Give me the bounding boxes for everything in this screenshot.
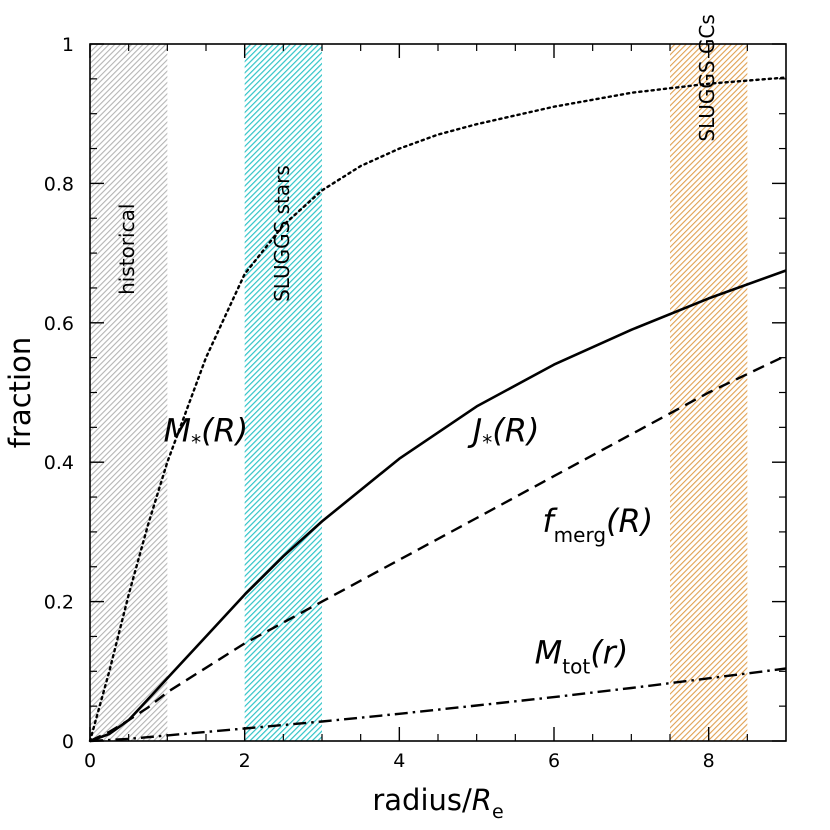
- x-tick-label: 4: [393, 750, 405, 772]
- curve-fmerg: [89, 354, 787, 743]
- x-tick-label: 2: [239, 750, 251, 772]
- y-tick-label: 0.2: [44, 592, 74, 614]
- y-tick-label: 1: [62, 34, 74, 56]
- y-tick-label: 0.4: [44, 452, 74, 474]
- band-sluggs-stars: [244, 44, 322, 741]
- shaded-bands: [90, 44, 748, 741]
- x-axis-title: radius/Re: [372, 783, 503, 823]
- curves: [88, 76, 788, 743]
- y-axis-title: fraction: [3, 337, 37, 448]
- y-tick-label: 0.6: [44, 313, 74, 335]
- curve-mtot: [89, 667, 787, 743]
- band-label-sluggs-stars: SLUGGS stars: [270, 165, 294, 302]
- curve-label-mtot: Mtot(r): [535, 634, 629, 679]
- curve-jstar: [89, 269, 787, 743]
- curve-label-jstar: J*(R): [467, 411, 540, 454]
- y-tick-label: 0.8: [44, 173, 74, 195]
- y-tick-label: 0: [62, 731, 74, 753]
- curve-label-fmerg: fmerg(R): [542, 502, 653, 547]
- axis-ticks: 0 2 4 6 8 0 0.2 0.4 0.6 0.8 1: [44, 34, 786, 772]
- x-tick-label: 6: [548, 750, 560, 772]
- x-tick-label: 8: [703, 750, 715, 772]
- band-label-historical: historical: [115, 204, 139, 295]
- band-label-sluggs-gcs: SLUGGS GCs: [695, 14, 719, 141]
- curve-label-mstar: M*(R): [163, 411, 248, 454]
- curve-mstar: [88, 76, 788, 743]
- x-tick-label: 0: [84, 750, 96, 772]
- band-historical: [90, 44, 168, 741]
